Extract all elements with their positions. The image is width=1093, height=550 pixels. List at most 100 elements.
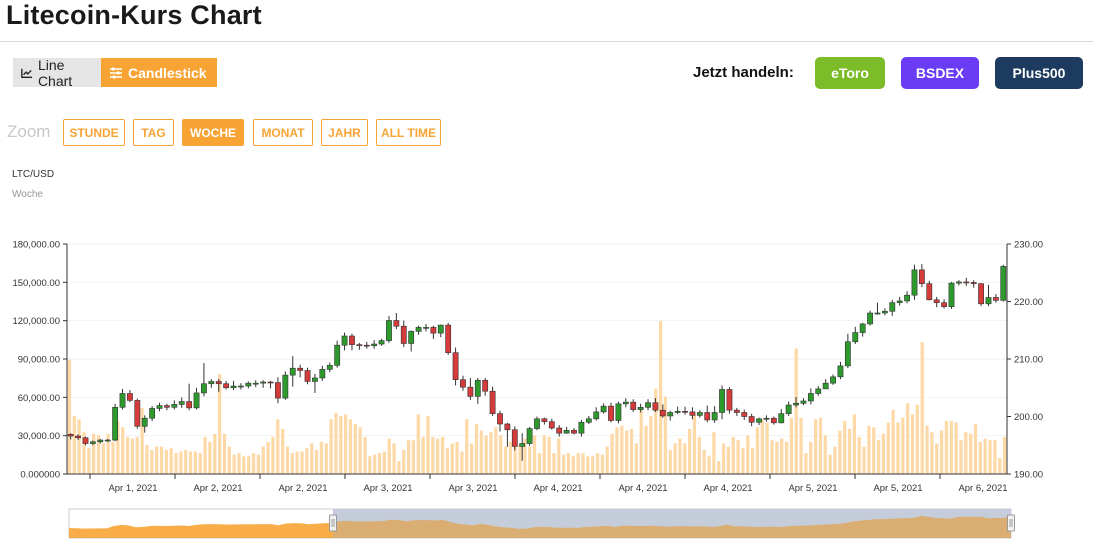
candle-up[interactable] — [911, 269, 918, 296]
candle-down[interactable] — [630, 401, 637, 410]
candle-down[interactable] — [963, 281, 970, 284]
zoom-button-monat[interactable]: MONAT — [253, 119, 313, 146]
candle-down[interactable] — [918, 269, 925, 284]
candle-down[interactable] — [770, 417, 777, 424]
candle-up[interactable] — [1000, 266, 1007, 301]
zoom-button-all-time[interactable]: ALL TIME — [376, 119, 441, 146]
candle-up[interactable] — [415, 327, 422, 332]
candle-up[interactable] — [341, 335, 348, 346]
plus500-button[interactable]: Plus500 — [995, 57, 1083, 89]
candlestick-button[interactable]: Candlestick — [101, 58, 217, 87]
candle-up[interactable] — [230, 385, 237, 389]
candle-down[interactable] — [356, 344, 363, 346]
candle-up[interactable] — [719, 389, 725, 413]
candle-up[interactable] — [874, 312, 881, 315]
candle-down[interactable] — [467, 386, 474, 397]
candle-down[interactable] — [511, 429, 518, 447]
candle-up[interactable] — [519, 443, 526, 447]
candle-down[interactable] — [349, 335, 355, 345]
candle-down[interactable] — [992, 297, 999, 301]
candle-up[interactable] — [534, 418, 540, 429]
candle-up[interactable] — [800, 400, 807, 404]
candle-up[interactable] — [867, 312, 873, 325]
candle-up[interactable] — [238, 385, 244, 388]
candle-up[interactable] — [260, 381, 267, 384]
candle-up[interactable] — [593, 411, 600, 420]
candle-up[interactable] — [985, 297, 992, 305]
candle-up[interactable] — [156, 405, 163, 409]
line-chart-button[interactable]: Line Chart — [13, 57, 101, 89]
candle-down[interactable] — [445, 324, 452, 353]
candle-up[interactable] — [201, 383, 207, 394]
candle-up[interactable] — [815, 388, 822, 394]
candle-up[interactable] — [674, 411, 681, 413]
candle-up[interactable] — [563, 429, 570, 434]
candle-down[interactable] — [127, 393, 133, 401]
candle-down[interactable] — [556, 427, 563, 434]
candle-up[interactable] — [208, 381, 215, 385]
candle-up[interactable] — [289, 367, 296, 376]
candle-up[interactable] — [378, 340, 385, 345]
candle-up[interactable] — [667, 412, 674, 417]
candle-up[interactable] — [948, 282, 955, 307]
zoom-button-tag[interactable]: TAG — [133, 119, 174, 146]
navigator-left-handle[interactable] — [329, 514, 337, 532]
candle-down[interactable] — [659, 409, 666, 417]
candle-up[interactable] — [386, 320, 392, 341]
candle-down[interactable] — [275, 382, 281, 399]
candle-up[interactable] — [90, 441, 96, 444]
candle-up[interactable] — [371, 343, 378, 347]
candle-down[interactable] — [652, 402, 659, 411]
candle-up[interactable] — [696, 412, 703, 416]
candle-up[interactable] — [830, 376, 836, 384]
candle-down[interactable] — [926, 283, 933, 301]
candle-down[interactable] — [733, 409, 740, 413]
candle-up[interactable] — [822, 382, 829, 390]
candle-down[interactable] — [748, 416, 755, 423]
candle-down[interactable] — [215, 381, 222, 385]
candle-down[interactable] — [363, 344, 370, 347]
candle-up[interactable] — [896, 300, 903, 303]
candle-up[interactable] — [408, 331, 415, 344]
candle-down[interactable] — [978, 283, 984, 305]
candle-up[interactable] — [785, 404, 792, 414]
candle-up[interactable] — [193, 392, 200, 409]
candle-down[interactable] — [541, 418, 548, 422]
candle-up[interactable] — [756, 418, 762, 423]
candle-down[interactable] — [689, 411, 696, 416]
navigator-right-handle[interactable] — [1007, 514, 1015, 532]
candle-up[interactable] — [423, 327, 429, 329]
candle-up[interactable] — [282, 374, 289, 399]
candle-down[interactable] — [393, 320, 400, 327]
candle-down[interactable] — [933, 299, 940, 303]
candle-up[interactable] — [807, 393, 814, 402]
candle-down[interactable] — [548, 421, 555, 429]
candle-down[interactable] — [186, 401, 193, 409]
candle-up[interactable] — [526, 428, 533, 444]
candle-up[interactable] — [793, 402, 799, 406]
candle-down[interactable] — [504, 423, 511, 431]
zoom-button-woche[interactable]: WOCHE — [182, 119, 244, 146]
candle-down[interactable] — [267, 381, 274, 384]
candle-down[interactable] — [482, 379, 489, 392]
candle-down[interactable] — [489, 390, 496, 414]
candle-up[interactable] — [904, 294, 910, 302]
candle-down[interactable] — [400, 325, 407, 344]
candle-up[interactable] — [104, 439, 111, 442]
candle-up[interactable] — [245, 382, 252, 387]
candle-up[interactable] — [889, 302, 896, 312]
candle-up[interactable] — [326, 365, 333, 370]
candle-up[interactable] — [622, 401, 629, 405]
zoom-button-jahr[interactable]: JAHR — [321, 119, 368, 146]
candle-up[interactable] — [119, 393, 126, 408]
candle-up[interactable] — [149, 408, 156, 419]
candle-up[interactable] — [711, 412, 718, 421]
candle-up[interactable] — [778, 413, 785, 424]
candle-up[interactable] — [141, 417, 148, 427]
candle-down[interactable] — [970, 282, 977, 284]
bsdex-button[interactable]: BSDEX — [901, 57, 979, 89]
candle-up[interactable] — [334, 344, 341, 366]
candle-up[interactable] — [615, 403, 622, 421]
candle-up[interactable] — [763, 417, 770, 420]
